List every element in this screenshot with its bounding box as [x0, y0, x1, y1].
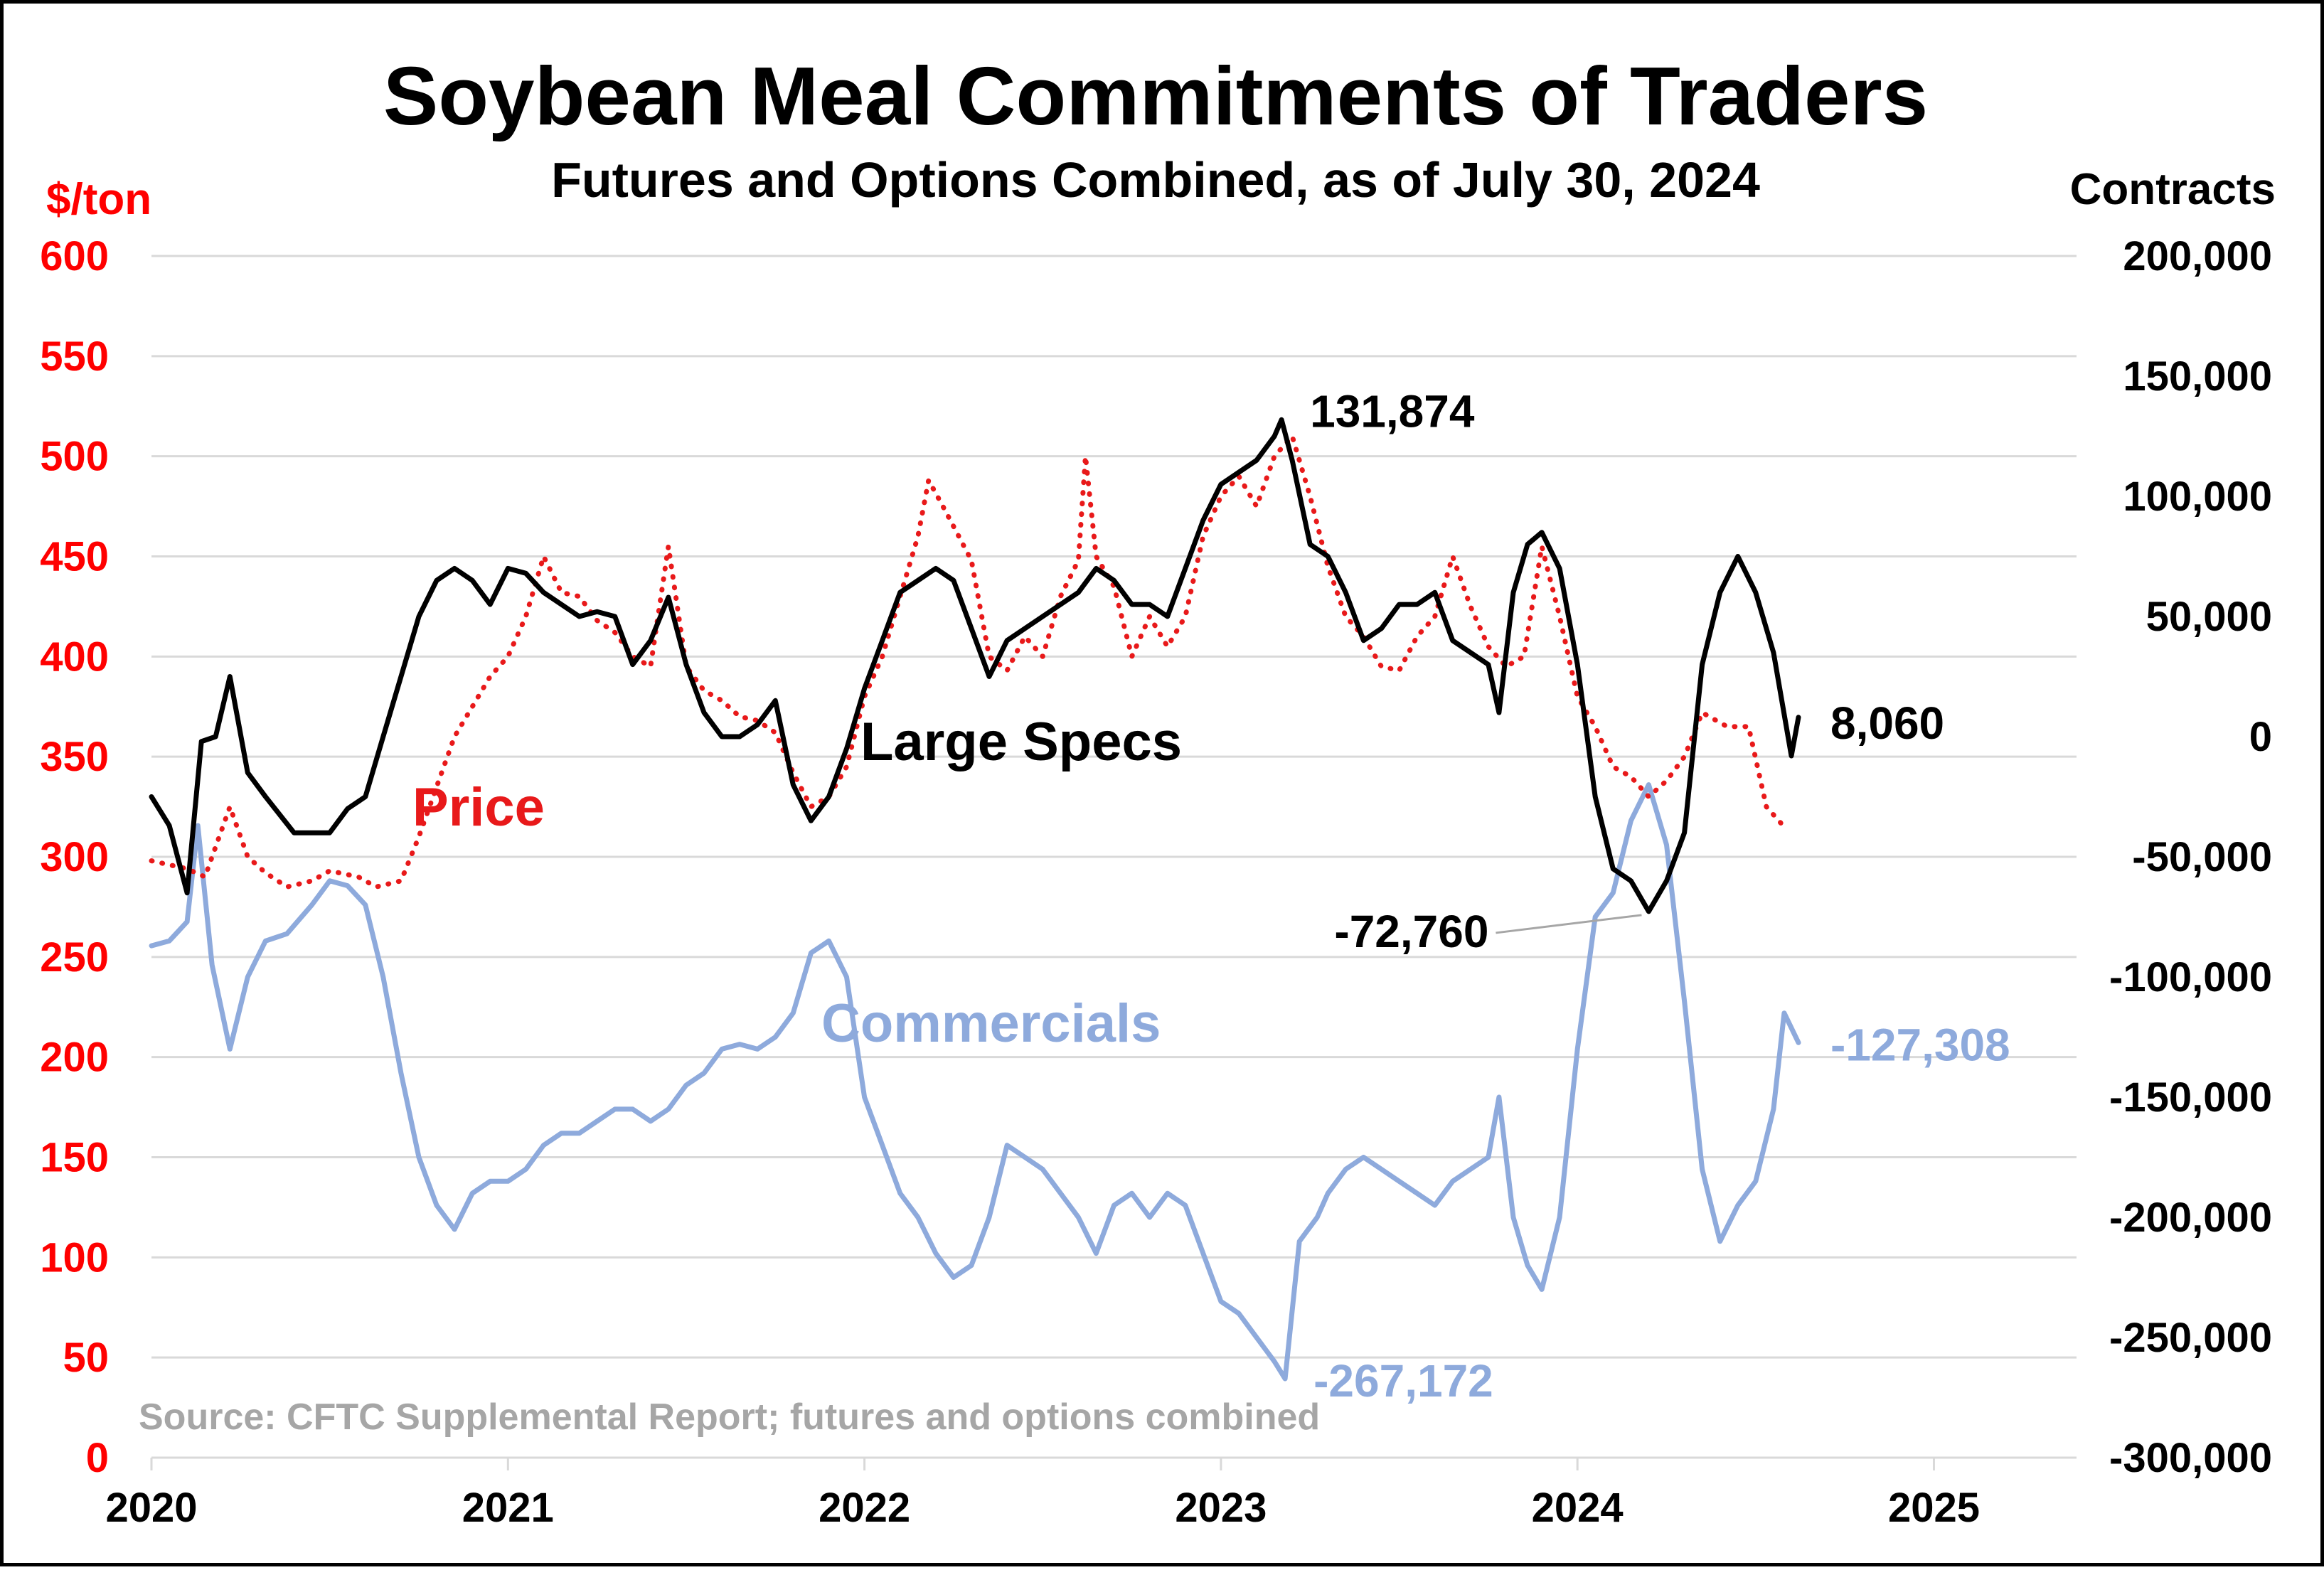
chart-subtitle: Futures and Options Combined, as of July… [551, 152, 1760, 208]
right-tick-label: 150,000 [2123, 353, 2272, 400]
left-tick-label: 550 [40, 333, 109, 380]
right-tick-label: -250,000 [2109, 1315, 2272, 1361]
annotation-label: 8,060 [1830, 698, 1944, 749]
left-axis-ticks: 0 50 100 150 200 250 300 350 400 450 500 550 600 [40, 233, 109, 1481]
x-axis-ticks: 2020 2021 2022 2023 2024 2025 [105, 1485, 1980, 1531]
x-tick-label: 2025 [1888, 1485, 1980, 1531]
chart-svg: Soybean Meal Commitments of Traders Futu… [40, 50, 2276, 1531]
right-tick-label: -300,000 [2109, 1435, 2272, 1481]
annotation-label: 131,874 [1310, 385, 1475, 437]
right-tick-label: -150,000 [2109, 1074, 2272, 1121]
annotation-label: -72,760 [1334, 906, 1488, 957]
x-tick-label: 2023 [1175, 1485, 1267, 1531]
left-tick-label: 0 [86, 1435, 109, 1481]
left-tick-label: 600 [40, 233, 109, 279]
right-tick-label: -50,000 [2132, 834, 2272, 880]
series-label-large-specs: Large Specs [860, 712, 1182, 772]
x-tick-label: 2022 [819, 1485, 910, 1531]
series-label-commercials: Commercials [821, 993, 1161, 1054]
gridlines [151, 255, 2077, 1359]
source-note: Source: CFTC Supplemental Report; future… [139, 1397, 1320, 1438]
series-line-commercials [149, 782, 1801, 1382]
annotations: 131,874 8,060 -72,760 -267,172 -127,308 [1310, 385, 2010, 1406]
left-tick-label: 50 [63, 1335, 109, 1381]
left-tick-label: 250 [40, 934, 109, 981]
left-tick-label: 100 [40, 1234, 109, 1281]
annotation-label: -267,172 [1313, 1355, 1493, 1406]
right-axis-ticks: -300,000 -250,000 -200,000 -150,000 -100,000… [2109, 233, 2272, 1481]
right-tick-label: 50,000 [2146, 594, 2272, 640]
annotation-leader-line [1496, 914, 1642, 934]
left-tick-label: 500 [40, 434, 109, 480]
left-tick-label: 350 [40, 734, 109, 780]
x-tick-label: 2020 [105, 1485, 197, 1531]
series-lines [149, 417, 1801, 1382]
x-axis [150, 1456, 2077, 1470]
right-tick-label: -100,000 [2109, 954, 2272, 1000]
right-tick-label: 200,000 [2123, 233, 2272, 279]
right-tick-label: 100,000 [2123, 474, 2272, 520]
left-tick-label: 150 [40, 1135, 109, 1181]
left-axis-unit: $/ton [46, 175, 151, 224]
series-line-large-specs [149, 417, 1801, 914]
right-tick-label: -200,000 [2109, 1195, 2272, 1241]
left-tick-label: 400 [40, 634, 109, 680]
x-tick-label: 2024 [1532, 1485, 1624, 1531]
series-line-price [149, 434, 1787, 890]
left-tick-label: 450 [40, 534, 109, 580]
series-label-price: Price [412, 777, 545, 838]
annotation-label: -127,308 [1830, 1019, 2010, 1070]
right-axis-unit: Contracts [2070, 165, 2276, 214]
x-tick-label: 2021 [462, 1485, 554, 1531]
left-tick-label: 200 [40, 1035, 109, 1081]
right-tick-label: 0 [2249, 714, 2272, 760]
chart-title: Soybean Meal Commitments of Traders [383, 50, 1928, 142]
left-tick-label: 300 [40, 834, 109, 880]
